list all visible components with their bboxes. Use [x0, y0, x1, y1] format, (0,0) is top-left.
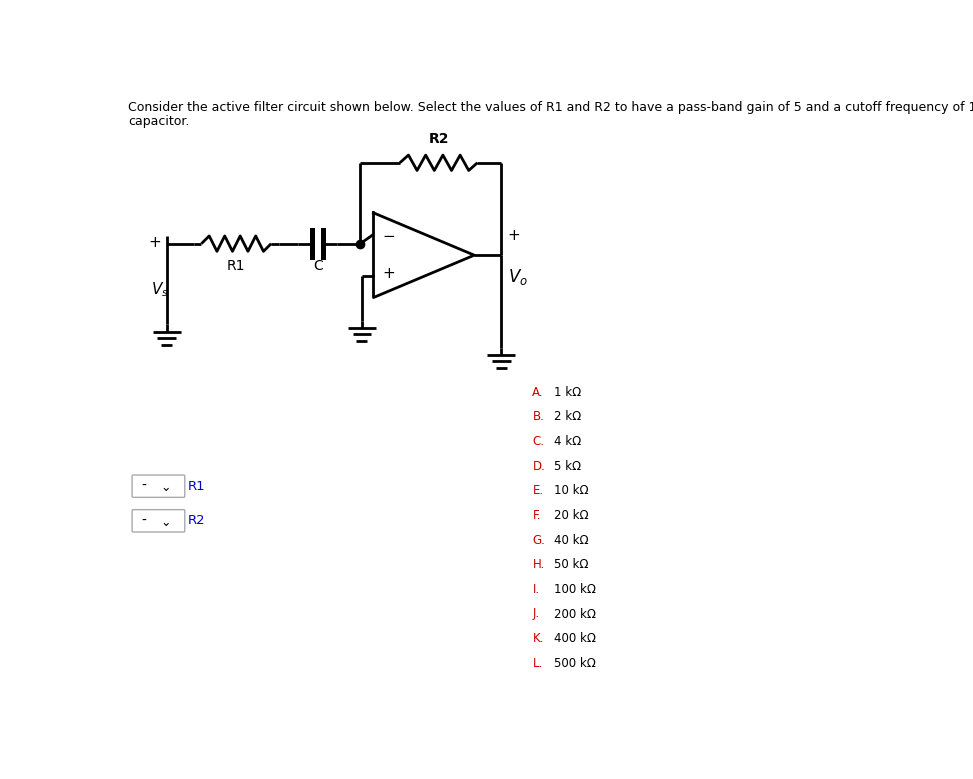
Text: Consider the active filter circuit shown below. Select the values of R1 and R2 t: Consider the active filter circuit shown… [127, 101, 973, 115]
Text: J.: J. [532, 608, 539, 621]
Text: $V_s$: $V_s$ [151, 280, 169, 299]
Text: 50 kΩ: 50 kΩ [554, 559, 589, 571]
Text: K.: K. [532, 632, 544, 645]
Text: L.: L. [532, 657, 543, 670]
Text: 400 kΩ: 400 kΩ [554, 632, 596, 645]
Text: 2 kΩ: 2 kΩ [554, 411, 581, 423]
Text: $V_o$: $V_o$ [508, 266, 527, 287]
Text: +: + [382, 266, 396, 281]
Text: +: + [508, 228, 521, 243]
Text: 40 kΩ: 40 kΩ [554, 534, 589, 547]
FancyBboxPatch shape [132, 475, 185, 497]
Text: ⌄: ⌄ [161, 481, 171, 494]
Text: −: − [382, 229, 396, 244]
Text: E.: E. [532, 485, 544, 497]
Text: R1: R1 [188, 480, 205, 492]
Text: R2: R2 [188, 514, 205, 527]
Text: G.: G. [532, 534, 545, 547]
Text: B.: B. [532, 411, 544, 423]
Text: I.: I. [532, 583, 539, 596]
Text: R2: R2 [428, 132, 449, 146]
Text: -: - [141, 514, 146, 528]
Text: 100 kΩ: 100 kΩ [554, 583, 596, 596]
Text: 10 kΩ: 10 kΩ [554, 485, 589, 497]
Text: 1 kΩ: 1 kΩ [554, 386, 581, 399]
Text: D.: D. [532, 460, 545, 473]
Text: H.: H. [532, 559, 545, 571]
Text: +: + [149, 234, 162, 249]
Text: 500 kΩ: 500 kΩ [554, 657, 595, 670]
Text: R1: R1 [227, 259, 245, 273]
Text: F.: F. [532, 509, 541, 522]
Text: A.: A. [532, 386, 544, 399]
Text: -: - [141, 479, 146, 493]
Text: capacitor.: capacitor. [127, 115, 189, 128]
Text: 200 kΩ: 200 kΩ [554, 608, 596, 621]
FancyBboxPatch shape [132, 509, 185, 532]
Text: C: C [313, 259, 323, 273]
Text: C.: C. [532, 435, 544, 448]
Text: 4 kΩ: 4 kΩ [554, 435, 581, 448]
Text: 5 kΩ: 5 kΩ [554, 460, 581, 473]
Text: ⌄: ⌄ [161, 516, 171, 529]
Text: 20 kΩ: 20 kΩ [554, 509, 589, 522]
